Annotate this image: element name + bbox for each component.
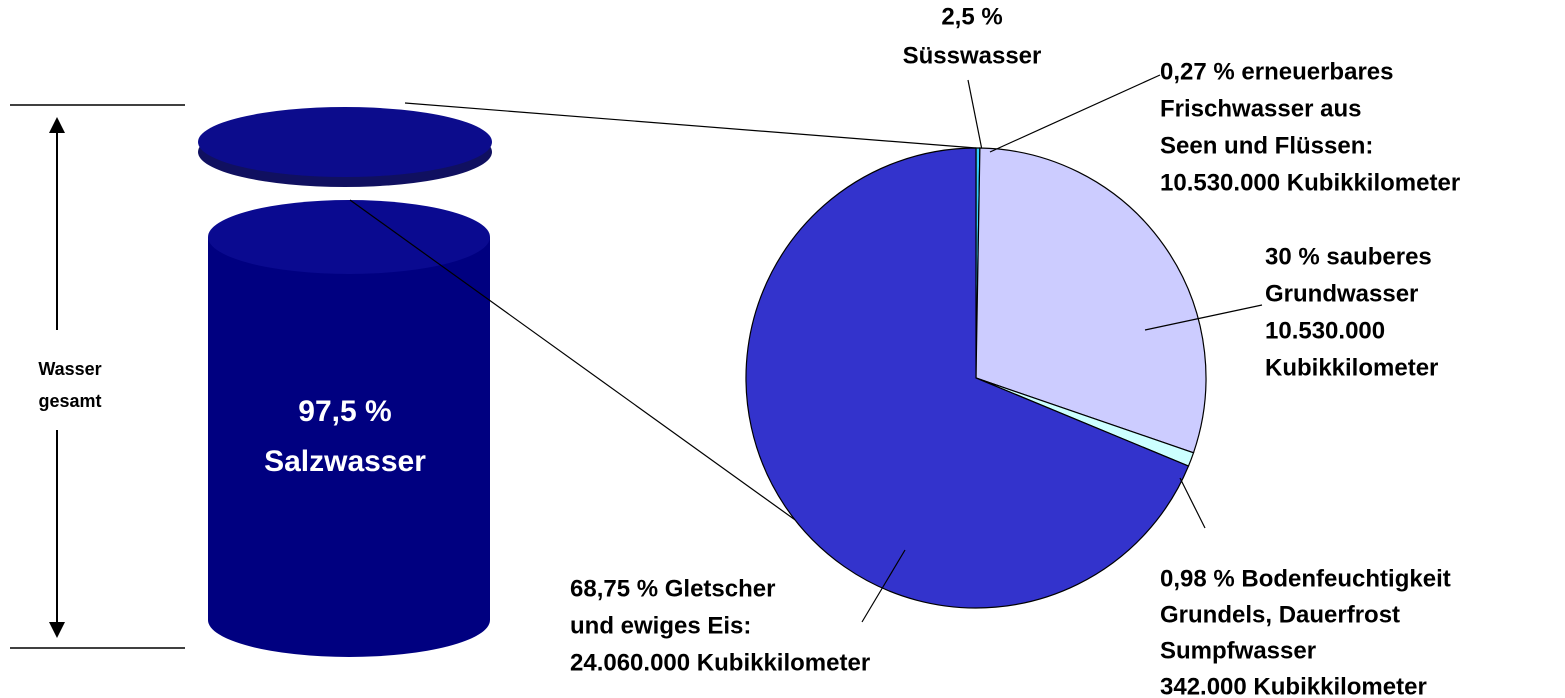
- total-label: Wasser: [38, 359, 101, 379]
- leader-line: [1179, 477, 1206, 529]
- leader-line: [967, 79, 985, 161]
- zoom-line: [404, 102, 977, 149]
- leader-line: [1144, 304, 1263, 331]
- slice-label: 10.530.000 Kubikkilometer: [1160, 169, 1460, 196]
- slice-label: 0,27 % erneuerbares: [1160, 58, 1393, 85]
- leader-line: [861, 549, 906, 623]
- slice-label: Grundels, Dauerfrost: [1160, 601, 1400, 628]
- slice-label: 24.060.000 Kubikkilometer: [570, 649, 870, 676]
- slice-label: und ewiges Eis:: [570, 612, 751, 639]
- cylinder: [208, 200, 490, 657]
- freshwater-label: Süsswasser: [903, 42, 1042, 69]
- zoom-line: [349, 199, 831, 546]
- slice-label: Seen und Flüssen:: [1160, 132, 1373, 159]
- slice-label: Sumpfwasser: [1160, 637, 1316, 664]
- slice-label: 0,98 % Bodenfeuchtigkeit: [1160, 565, 1451, 592]
- pie-slice: [975, 147, 1207, 454]
- slice-label: Grundwasser: [1265, 280, 1418, 307]
- slice-label: 10.530.000: [1265, 317, 1385, 344]
- slice-label: 30 % sauberes: [1265, 243, 1432, 270]
- slice-label: 342.000 Kubikkilometer: [1160, 673, 1427, 698]
- saltwater-label: Salzwasser: [264, 445, 426, 478]
- freshwater-label: 2,5 %: [941, 3, 1002, 30]
- total-label: gesamt: [38, 391, 101, 411]
- slice-label: Kubikkilometer: [1265, 354, 1438, 381]
- leader-line: [989, 74, 1161, 153]
- pie-slice: [745, 147, 1190, 609]
- slice-label: 68,75 % Gletscher: [570, 575, 775, 602]
- slice-label: Frischwasser aus: [1160, 95, 1361, 122]
- saltwater-label: 97,5 %: [298, 395, 391, 428]
- disc: [198, 107, 492, 187]
